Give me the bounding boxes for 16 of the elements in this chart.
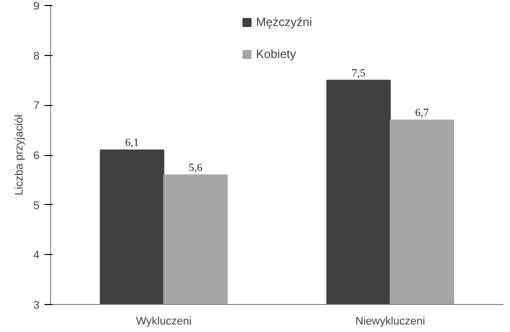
y-tick-label: 7 (33, 100, 40, 112)
y-tick-label: 5 (33, 200, 40, 212)
x-tick-label: Niewykluczeni (355, 316, 426, 328)
y-tick-label: 8 (33, 50, 40, 62)
data-label: 7,5 (352, 67, 366, 80)
x-tick-label: Wykluczeni (136, 316, 192, 328)
data-label: 6,1 (125, 137, 139, 150)
y-tick-label: 4 (33, 250, 40, 262)
y-tick-label: 6 (33, 150, 40, 162)
legend-label: Kobiety (256, 47, 296, 61)
y-tick-label: 9 (33, 0, 40, 12)
legend-label: Mężczyźni (256, 15, 312, 29)
data-label: 6,7 (415, 107, 430, 120)
data-label: 5,6 (188, 162, 203, 174)
y-axis-title: Liczba przyjaciół (13, 114, 26, 196)
y-tick-label: 3 (33, 300, 40, 312)
